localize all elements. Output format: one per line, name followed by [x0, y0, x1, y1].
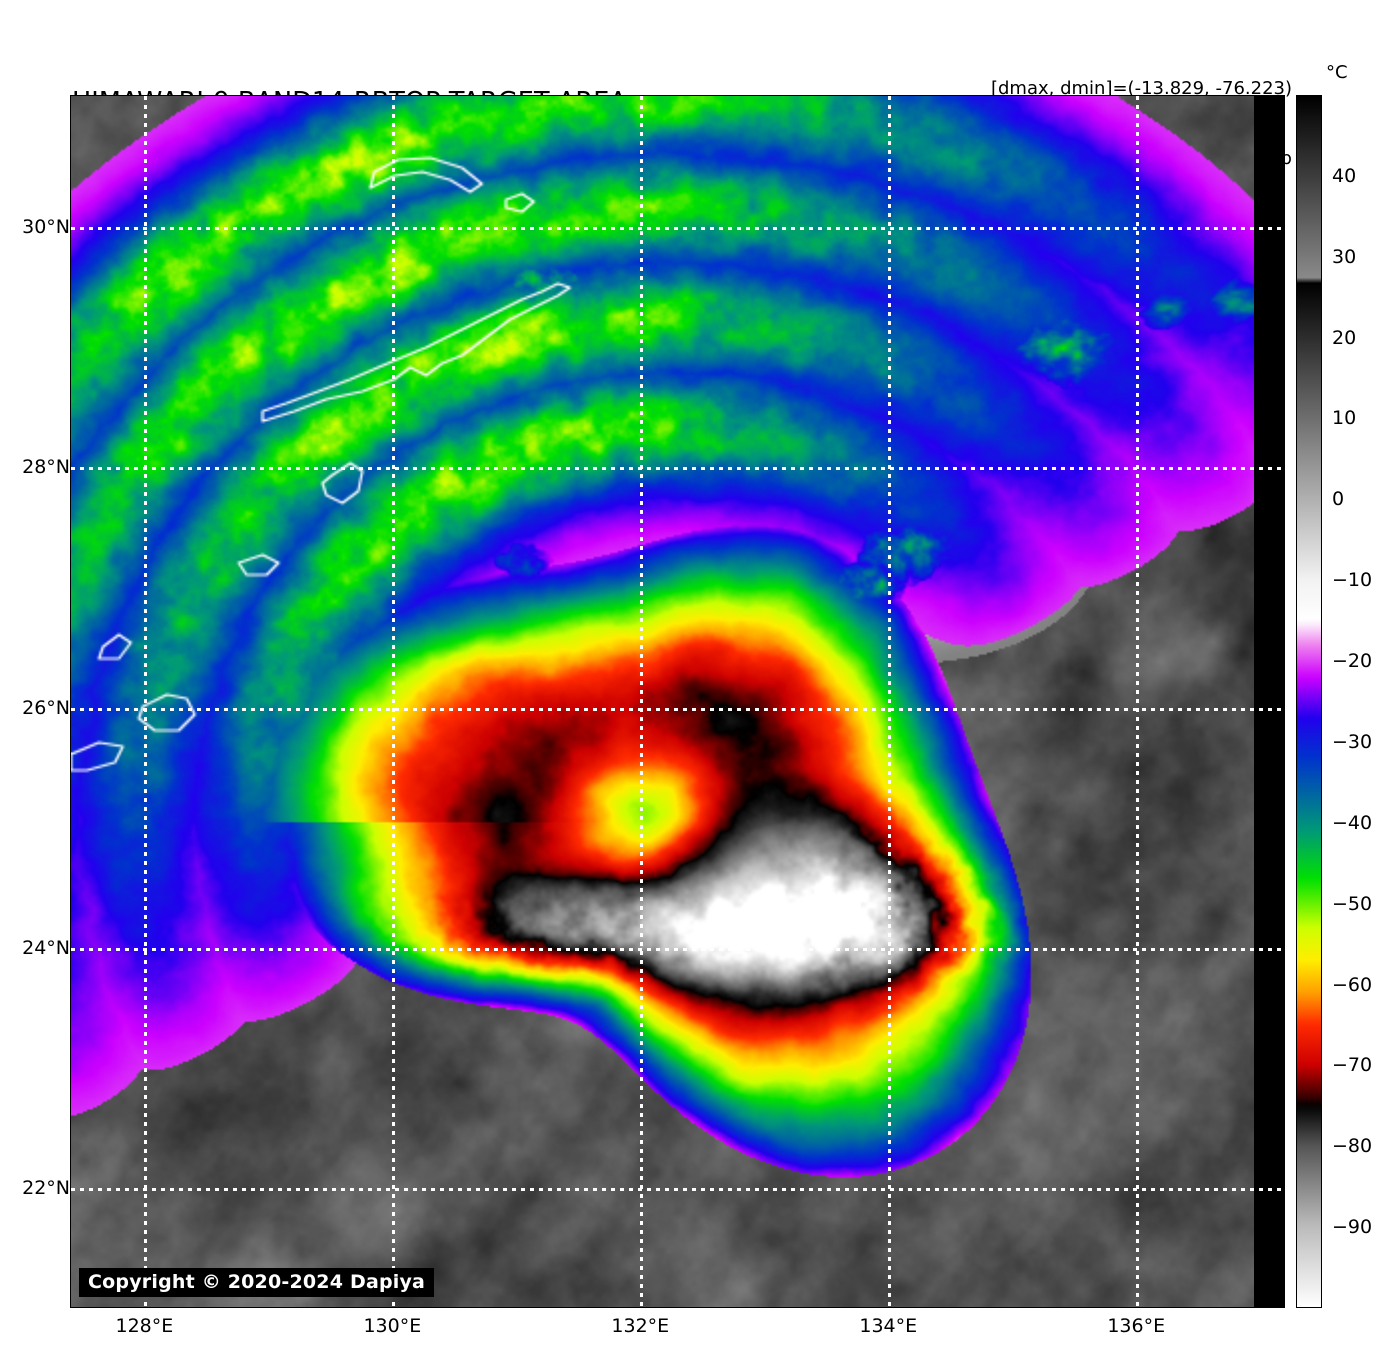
colorbar-tick-13: −90 — [1332, 1216, 1373, 1239]
colorbar-tick-0: 40 — [1332, 164, 1357, 187]
lon-tick-label-4: 136°E — [1107, 1315, 1166, 1337]
colorbar-tick-10: −60 — [1332, 973, 1373, 996]
colorbar-tick-11: −70 — [1332, 1054, 1373, 1077]
data-minmax-label: [dmax, dmin]=(-13.829, -76.223) — [990, 77, 1292, 99]
colorbar-tick-8: −40 — [1332, 811, 1373, 834]
lat-tick-label-0: 30°N — [22, 216, 70, 239]
lon-tick-label-1: 130°E — [363, 1315, 422, 1337]
lon-tick-label-3: 134°E — [859, 1315, 918, 1337]
no-data-strip — [1254, 96, 1284, 1307]
infrared-brightness-temperature-raster — [71, 96, 1284, 1307]
colorbar-unit-label: °C — [1326, 62, 1348, 83]
lat-tick-label-3: 24°N — [22, 936, 70, 959]
lat-tick-label-4: 22°N — [22, 1176, 70, 1199]
temperature-colorbar[interactable] — [1296, 95, 1322, 1308]
colorbar-tick-1: 30 — [1332, 245, 1357, 268]
colorbar-gradient — [1297, 96, 1321, 1307]
colorbar-tick-3: 10 — [1332, 407, 1357, 430]
colorbar-tick-12: −80 — [1332, 1135, 1373, 1158]
colorbar-tick-4: 0 — [1332, 488, 1345, 511]
satellite-image-map[interactable]: Copyright © 2020-2024 Dapiya — [70, 95, 1285, 1308]
lat-tick-label-1: 28°N — [22, 456, 70, 479]
colorbar-tick-7: −30 — [1332, 730, 1373, 753]
colorbar-tick-2: 20 — [1332, 326, 1357, 349]
lon-tick-label-2: 132°E — [611, 1315, 670, 1337]
lat-tick-label-2: 26°N — [22, 696, 70, 719]
lon-tick-label-0: 128°E — [115, 1315, 174, 1337]
copyright-notice: Copyright © 2020-2024 Dapiya — [79, 1268, 435, 1297]
colorbar-tick-6: −20 — [1332, 650, 1373, 673]
colorbar-tick-5: −10 — [1332, 569, 1373, 592]
colorbar-tick-9: −50 — [1332, 892, 1373, 915]
